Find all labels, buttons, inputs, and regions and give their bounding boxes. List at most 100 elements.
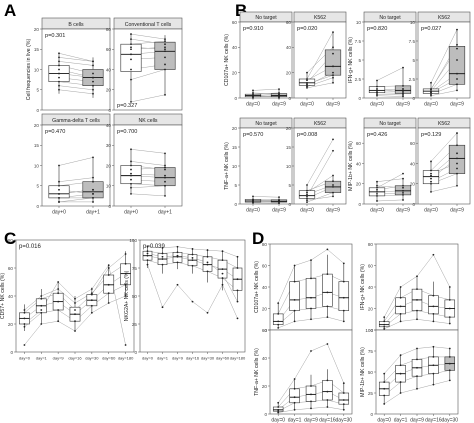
- data-point: [456, 47, 458, 50]
- y-tick-label: 25: [132, 322, 138, 327]
- data-point: [277, 401, 280, 404]
- data-point: [310, 259, 312, 262]
- data-point: [306, 83, 308, 85]
- p-value-label: p=0.327: [117, 103, 137, 109]
- data-point: [332, 81, 334, 84]
- data-point: [236, 267, 239, 269]
- data-point: [164, 56, 166, 59]
- data-point: [161, 258, 164, 260]
- data-point: [130, 148, 132, 151]
- data-point: [306, 189, 308, 192]
- data-point: [430, 174, 432, 177]
- data-point: [310, 307, 312, 310]
- paired-line: [376, 67, 404, 81]
- data-point: [90, 288, 93, 290]
- strip-label: Gamma-delta T cells: [52, 118, 100, 124]
- data-point: [306, 78, 308, 80]
- data-point: [456, 184, 458, 187]
- data-point: [402, 91, 404, 93]
- data-point: [74, 313, 76, 316]
- data-point: [332, 46, 334, 49]
- data-point: [332, 149, 334, 152]
- paired-line: [58, 53, 94, 62]
- data-point: [74, 302, 76, 304]
- p-value-label: p=0.008: [297, 132, 317, 138]
- paired-line: [306, 196, 334, 201]
- data-point: [221, 277, 224, 279]
- data-point: [146, 252, 149, 255]
- y-tick-label: 2.5: [355, 77, 362, 82]
- data-point: [402, 84, 404, 87]
- p-value-label: p=0.700: [117, 129, 137, 135]
- data-point: [306, 193, 308, 196]
- data-point: [191, 300, 194, 303]
- data-point: [236, 317, 239, 320]
- box-day-16: [322, 273, 333, 307]
- data-point: [278, 88, 280, 91]
- data-point: [430, 177, 432, 180]
- subplot-b2: K562 0 20 40 60 day=0 day=9 p=0.020: [286, 11, 347, 108]
- data-point: [342, 392, 345, 394]
- data-point: [206, 261, 209, 264]
- data-point: [456, 78, 458, 80]
- y-tick-label: 0: [412, 96, 415, 101]
- box-day-0: [120, 165, 142, 185]
- data-point: [58, 64, 60, 67]
- paired-line: [306, 82, 334, 89]
- data-point: [23, 323, 26, 325]
- data-point: [221, 272, 224, 275]
- data-point: [430, 190, 432, 193]
- y-tick-label: 40: [368, 285, 374, 290]
- y-tick-label: 10: [410, 20, 416, 25]
- y-tick-label: 20: [286, 70, 292, 75]
- paired-line: [130, 193, 166, 197]
- box-day-0: [120, 43, 142, 72]
- data-point: [277, 406, 280, 408]
- x-tick-label: day=9: [326, 208, 340, 214]
- x-tick-label: day=1: [394, 418, 408, 423]
- data-point: [332, 191, 334, 194]
- data-point: [310, 393, 312, 396]
- data-point: [376, 94, 378, 97]
- data-point: [277, 302, 280, 305]
- y-tick-label: 30: [106, 143, 112, 148]
- y-tick-label: 0: [36, 108, 39, 113]
- y-tick-label: 5: [358, 58, 361, 63]
- p-value-label: p=0.039: [143, 244, 166, 250]
- data-point: [416, 318, 418, 321]
- paired-line: [58, 85, 94, 91]
- data-point: [277, 312, 280, 315]
- y-tick-label: 0: [358, 202, 361, 207]
- data-point: [58, 52, 60, 55]
- paired-line: [58, 157, 94, 166]
- x-tick-label: day=9: [396, 208, 410, 214]
- data-point: [342, 403, 345, 406]
- y-tick-label: 20: [34, 123, 40, 128]
- data-point: [430, 180, 432, 183]
- x-tick-label: day=0: [246, 208, 260, 214]
- data-point: [430, 81, 432, 84]
- y-tick-label: 0: [108, 204, 111, 209]
- x-tick-label: day=0: [424, 208, 438, 214]
- x-tick-label: day=9: [172, 356, 184, 361]
- x-tick-label: day=9: [272, 102, 286, 108]
- x-tick-label: day=0: [300, 208, 314, 214]
- data-point: [90, 292, 93, 295]
- y-tick-label: 15: [34, 47, 40, 52]
- subplot-b5: No target 0 5 10 15 20 TNF-a+ NK cells (%) day=…: [224, 117, 293, 214]
- data-point: [448, 307, 451, 310]
- data-point: [164, 164, 166, 167]
- data-point: [448, 362, 451, 365]
- subplot-b6: K562 0 5 10 15 20 day=0 day=9 p=0.008: [286, 117, 347, 214]
- x-tick-label: day=0: [377, 418, 391, 423]
- data-point: [326, 248, 329, 251]
- x-tick-label: day=16: [319, 418, 336, 423]
- y-tick-label: 15: [232, 145, 238, 150]
- data-point: [432, 312, 435, 315]
- data-point: [416, 358, 418, 361]
- data-point: [432, 345, 435, 348]
- y-tick-label: 0: [10, 350, 13, 355]
